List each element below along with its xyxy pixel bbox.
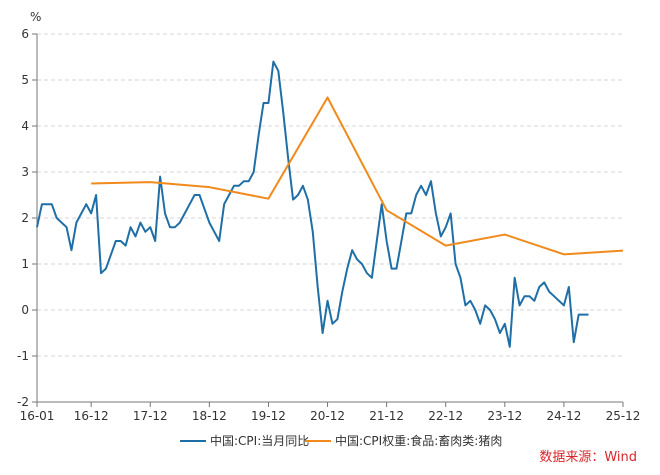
x-tick-label: 16-12 [74,409,109,423]
y-axis-ticks: 6 5 4 3 2 1 0 -1 -2 [17,27,37,409]
x-tick-label: 23-12 [487,409,522,423]
series-group [36,60,624,348]
series-line-pork-weight [91,96,624,256]
series-line-cpi [36,60,589,348]
legend-label-pork-weight: 中国:CPI权重:食品:畜肉类:猪肉 [335,433,502,448]
y-tick-label: 1 [21,257,29,271]
y-tick-label: 4 [21,119,29,133]
x-tick-label: 16-01 [20,409,55,423]
y-tick-label: 6 [21,27,29,41]
y-tick-label: -2 [17,395,29,409]
x-tick-label: 24-12 [546,409,581,423]
x-tick-label: 20-12 [310,409,345,423]
x-tick-label: 22-12 [428,409,463,423]
x-tick-label: 19-12 [251,409,286,423]
y-tick-label: 5 [21,73,29,87]
y-tick-label: 0 [21,303,29,317]
legend-item-pork-weight[interactable]: 中国:CPI权重:食品:畜肉类:猪肉 [305,433,502,448]
x-tick-label: 18-12 [192,409,227,423]
x-tick-label: 25-12 [606,409,641,423]
y-tick-label: -1 [17,349,29,363]
source-note: 数据来源：Wind [539,450,637,465]
y-axis-unit: % [30,10,41,24]
x-tick-label: 21-12 [369,409,404,423]
legend-label-cpi: 中国:CPI:当月同比 [210,433,309,448]
legend: 中国:CPI:当月同比 中国:CPI权重:食品:畜肉类:猪肉 [180,433,502,448]
y-tick-label: 3 [21,165,29,179]
x-axis-ticks: 16-01 16-12 17-12 18-12 19-12 20-12 21-12 22-12… [20,402,641,423]
x-tick-label: 17-12 [133,409,168,423]
y-tick-label: 2 [21,211,29,225]
legend-item-cpi[interactable]: 中国:CPI:当月同比 [180,433,309,448]
